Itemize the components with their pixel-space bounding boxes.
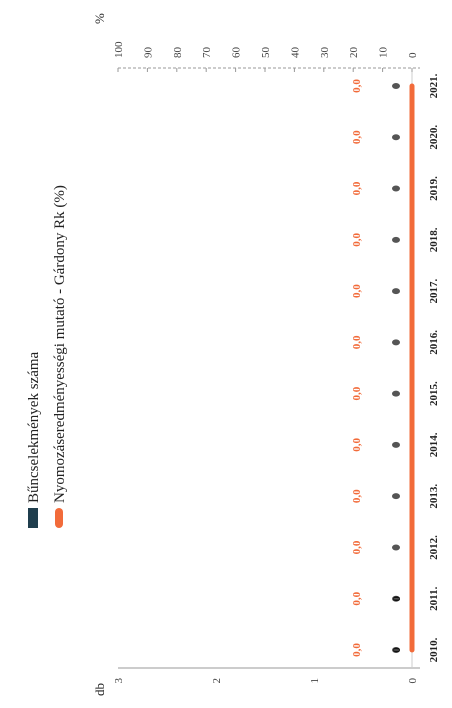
count-bar-marker: [392, 595, 400, 602]
percent-data-label: 0,0: [351, 438, 363, 452]
right-tick-label: 40: [289, 47, 301, 59]
bar-series: [392, 83, 400, 653]
left-tick-label: 2: [211, 678, 223, 684]
percent-data-label: 0,0: [351, 643, 363, 657]
count-bar-marker: [392, 493, 400, 500]
percent-data-label: 0,0: [351, 79, 363, 93]
right-tick-label: 20: [348, 47, 360, 59]
legend: Bűncselekmények száma Nyomozáseredményes…: [26, 185, 68, 528]
right-tick-label: 70: [201, 47, 213, 59]
category-label: 2019.: [428, 176, 440, 201]
category-label: 2011.: [428, 586, 440, 610]
left-axis-unit: db: [92, 683, 107, 696]
category-label: 2017.: [428, 278, 440, 303]
percent-data-label: 0,0: [351, 232, 363, 246]
right-axis-unit: %: [92, 13, 107, 24]
percent-data-label: 0,0: [351, 335, 363, 349]
legend-swatch-bar: [28, 508, 38, 528]
right-tick-label: 0: [407, 52, 419, 58]
category-label: 2012.: [428, 535, 440, 560]
right-axis-ticks: 0 10 20 30 40 50 60 70 80 90 100: [113, 41, 419, 72]
percent-data-labels: 0,0 0,0 0,0 0,0 0,0 0,0 0,0 0,0 0,0 0,0 0,0 0,0: [351, 79, 363, 657]
right-tick-label: 10: [378, 47, 390, 59]
category-label: 2016.: [428, 330, 440, 355]
right-tick-label: 90: [142, 47, 154, 59]
count-bar-marker: [392, 83, 400, 89]
count-data-label: 0: [391, 647, 403, 653]
percent-data-label: 0,0: [351, 540, 363, 554]
right-tick-label: 30: [319, 47, 331, 59]
chart-rotated-group: Bűncselekmények száma Nyomozáseredményes…: [26, 13, 440, 696]
right-tick-label: 50: [260, 47, 272, 59]
category-labels: 2010. 2011. 2012. 2013. 2014. 2015. 2016. 2017.…: [428, 73, 440, 662]
percent-data-label: 0,0: [351, 284, 363, 298]
left-tick-label: 3: [113, 678, 125, 684]
count-bar-marker: [392, 441, 400, 448]
right-tick-label: 100: [113, 41, 125, 58]
percent-data-label: 0,0: [351, 386, 363, 400]
legend-label-bar: Bűncselekmények száma: [26, 351, 42, 503]
count-bar-marker: [392, 236, 400, 243]
legend-swatch-line: [55, 508, 63, 528]
category-label: 2018.: [428, 227, 440, 252]
count-bar-marker: [392, 134, 400, 141]
category-label: 2010.: [428, 637, 440, 662]
count-bar-marker: [392, 647, 400, 653]
count-data-label: 0: [391, 595, 403, 601]
category-label: 2020.: [428, 125, 440, 150]
category-label: 2013.: [428, 484, 440, 509]
count-bar-marker: [392, 390, 400, 397]
left-tick-label: 1: [309, 678, 321, 684]
count-bar-marker: [392, 288, 400, 295]
left-tick-label: 0: [407, 678, 419, 684]
count-bar-marker: [392, 339, 400, 346]
percent-data-label: 0,0: [351, 489, 363, 503]
left-axis-ticks: 0 1 2 3: [113, 678, 419, 684]
right-tick-label: 60: [231, 47, 243, 59]
category-label: 2015.: [428, 381, 440, 406]
count-bar-marker: [392, 544, 400, 551]
count-data-labels: 00: [391, 595, 403, 652]
percent-data-label: 0,0: [351, 130, 363, 144]
legend-label-line: Nyomozáseredményességi mutató - Gárdony …: [52, 185, 68, 503]
percent-data-label: 0,0: [351, 181, 363, 195]
right-tick-label: 80: [172, 47, 184, 59]
count-bar-marker: [392, 185, 400, 192]
percent-data-label: 0,0: [351, 591, 363, 605]
category-label: 2021.: [428, 73, 440, 98]
category-label: 2014.: [428, 432, 440, 457]
